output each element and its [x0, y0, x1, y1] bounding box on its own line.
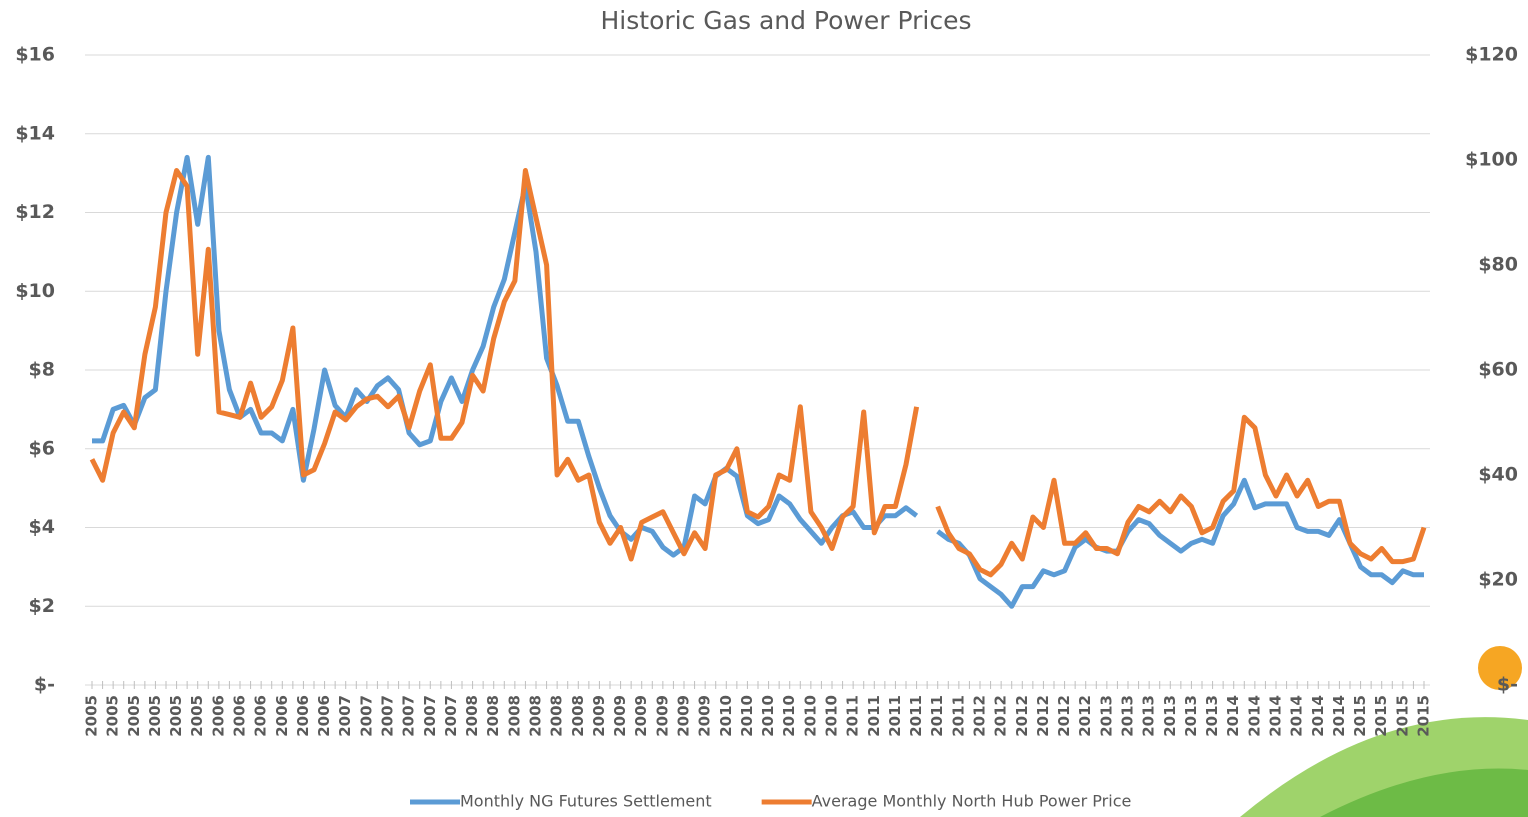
x-tick-label: 2006 [252, 695, 270, 737]
x-tick-label: 2009 [696, 695, 714, 737]
y-tick-label: $- [34, 674, 55, 696]
legend-label: Average Monthly North Hub Power Price [812, 792, 1132, 811]
x-tick-label: 2015 [1393, 695, 1411, 737]
x-tick-label: 2006 [209, 695, 227, 737]
x-tick-label: 2005 [83, 695, 101, 737]
x-tick-label: 2006 [273, 695, 291, 737]
y-tick-label: $10 [15, 280, 55, 302]
x-tick-label: 2013 [1140, 695, 1158, 737]
x-tick-label: 2012 [1055, 695, 1073, 737]
y-tick-label: $14 [15, 122, 55, 144]
x-tick-label: 2011 [928, 695, 946, 737]
x-tick-label: 2013 [1182, 695, 1200, 737]
x-tick-label: 2012 [1013, 695, 1031, 737]
y2-tick-label: $- [1497, 674, 1518, 696]
x-tick-label: 2011 [949, 695, 967, 737]
x-tick-label: 2008 [527, 695, 545, 737]
x-tick-label: 2014 [1224, 695, 1242, 737]
x-tick-label: 2015 [1415, 695, 1433, 737]
x-tick-label: 2011 [865, 695, 883, 737]
x-tick-label: 2014 [1245, 695, 1263, 737]
y-tick-label: $4 [29, 516, 55, 538]
x-tick-label: 2012 [971, 695, 989, 737]
x-tick-label: 2010 [759, 695, 777, 737]
x-tick-label: 2011 [844, 695, 862, 737]
x-tick-label: 2008 [548, 695, 566, 737]
x-tick-label: 2013 [1203, 695, 1221, 737]
x-tick-label: 2009 [653, 695, 671, 737]
x-tick-label: 2005 [104, 695, 122, 737]
x-tick-label: 2007 [379, 695, 397, 737]
x-tick-label: 2008 [569, 695, 587, 737]
x-tick-label: 2010 [780, 695, 798, 737]
x-tick-label: 2005 [146, 695, 164, 737]
y2-tick-label: $20 [1478, 569, 1518, 591]
x-tick-label: 2012 [1076, 695, 1094, 737]
y2-tick-label: $60 [1478, 359, 1518, 381]
x-tick-label: 2007 [357, 695, 375, 737]
y2-tick-label: $80 [1478, 254, 1518, 276]
x-tick-label: 2005 [167, 695, 185, 737]
x-tick-label: 2007 [442, 695, 460, 737]
x-tick-label: 2014 [1309, 695, 1327, 737]
y-tick-label: $12 [15, 201, 55, 223]
y2-tick-label: $40 [1478, 464, 1518, 486]
x-tick-label: 2015 [1372, 695, 1390, 737]
x-tick-label: 2010 [717, 695, 735, 737]
x-tick-label: 2012 [992, 695, 1010, 737]
y2-tick-label: $120 [1465, 44, 1518, 66]
x-tick-label: 2009 [590, 695, 608, 737]
y-tick-label: $16 [15, 44, 55, 66]
x-tick-label: 2007 [421, 695, 439, 737]
x-tick-label: 2013 [1119, 695, 1137, 737]
series-line [92, 157, 1424, 606]
x-tick-label: 2006 [294, 695, 312, 737]
x-tick-label: 2010 [738, 695, 756, 737]
x-tick-label: 2010 [801, 695, 819, 737]
y2-tick-label: $100 [1465, 149, 1518, 171]
x-tick-label: 2014 [1330, 695, 1348, 737]
x-tick-label: 2008 [463, 695, 481, 737]
x-tick-label: 2014 [1288, 695, 1306, 737]
y-tick-label: $8 [29, 359, 55, 381]
x-tick-label: 2006 [315, 695, 333, 737]
y-tick-label: $2 [29, 595, 55, 617]
x-tick-label: 2013 [1161, 695, 1179, 737]
x-tick-label: 2015 [1351, 695, 1369, 737]
x-tick-label: 2009 [611, 695, 629, 737]
x-tick-label: 2010 [823, 695, 841, 737]
x-tick-label: 2007 [336, 695, 354, 737]
x-tick-label: 2012 [1034, 695, 1052, 737]
x-tick-label: 2009 [632, 695, 650, 737]
x-tick-label: 2011 [907, 695, 925, 737]
x-tick-label: 2008 [484, 695, 502, 737]
x-tick-label: 2008 [505, 695, 523, 737]
x-tick-label: 2006 [231, 695, 249, 737]
y-tick-label: $6 [29, 437, 55, 459]
chart-title: Historic Gas and Power Prices [601, 6, 972, 35]
x-tick-label: 2013 [1097, 695, 1115, 737]
x-tick-label: 2009 [675, 695, 693, 737]
x-tick-label: 2007 [400, 695, 418, 737]
x-tick-label: 2005 [125, 695, 143, 737]
x-tick-label: 2014 [1267, 695, 1285, 737]
x-tick-label: 2011 [886, 695, 904, 737]
legend-label: Monthly NG Futures Settlement [460, 792, 712, 811]
x-tick-label: 2005 [188, 695, 206, 737]
chart: Historic Gas and Power Prices $- $2 $4 $6 $8… [0, 0, 1528, 817]
